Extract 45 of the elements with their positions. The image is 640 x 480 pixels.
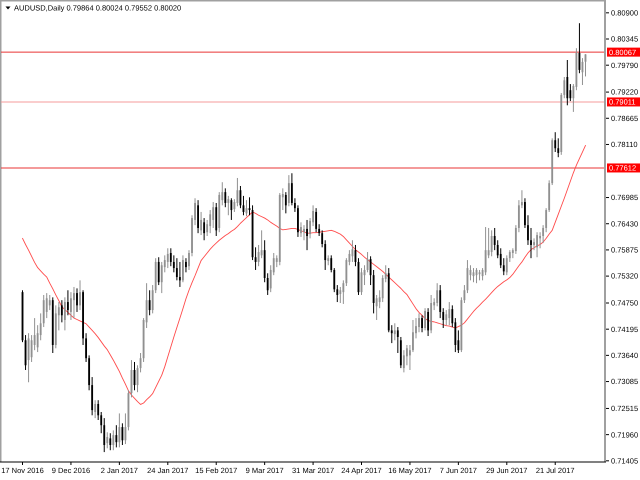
candlestick	[376, 294, 378, 320]
candlestick	[533, 238, 535, 251]
candlestick	[427, 308, 430, 337]
candlestick	[115, 424, 118, 448]
candlestick	[284, 192, 287, 214]
candlestick	[421, 314, 423, 333]
candlestick	[134, 361, 136, 391]
candlestick	[536, 232, 538, 258]
candlestick	[66, 290, 69, 316]
candlestick	[73, 286, 75, 319]
candlestick	[79, 280, 81, 311]
candlestick	[351, 240, 354, 262]
candlestick	[94, 400, 96, 419]
candlestick	[76, 288, 78, 312]
candlestick	[306, 219, 308, 251]
candlestick	[203, 218, 206, 241]
candlestick	[476, 268, 478, 284]
candlestick	[112, 430, 114, 451]
candlestick	[436, 282, 438, 307]
candlestick	[178, 261, 181, 288]
candlestick	[303, 224, 305, 241]
candlestick	[182, 254, 184, 283]
candlestick	[185, 258, 187, 273]
candlestick	[582, 58, 584, 86]
candlestick	[566, 60, 568, 106]
candlestick	[360, 268, 362, 296]
candlestick	[315, 208, 318, 233]
candlestick	[118, 412, 120, 448]
candlestick	[424, 308, 426, 331]
line-series	[22, 144, 586, 405]
candlestick	[490, 230, 493, 257]
candlestick	[246, 200, 248, 217]
candlestick	[288, 174, 290, 207]
candlestick	[230, 198, 232, 220]
candlestick	[28, 332, 30, 383]
candlestick	[197, 200, 200, 234]
candlestick	[200, 211, 202, 236]
candlestick	[148, 290, 151, 316]
candlestick	[227, 195, 230, 216]
candlestick	[60, 300, 63, 323]
candlestick	[64, 296, 66, 331]
candlestick	[578, 22, 580, 74]
candlestick	[121, 422, 124, 446]
candlestick	[472, 268, 474, 283]
candlestick	[300, 222, 302, 238]
